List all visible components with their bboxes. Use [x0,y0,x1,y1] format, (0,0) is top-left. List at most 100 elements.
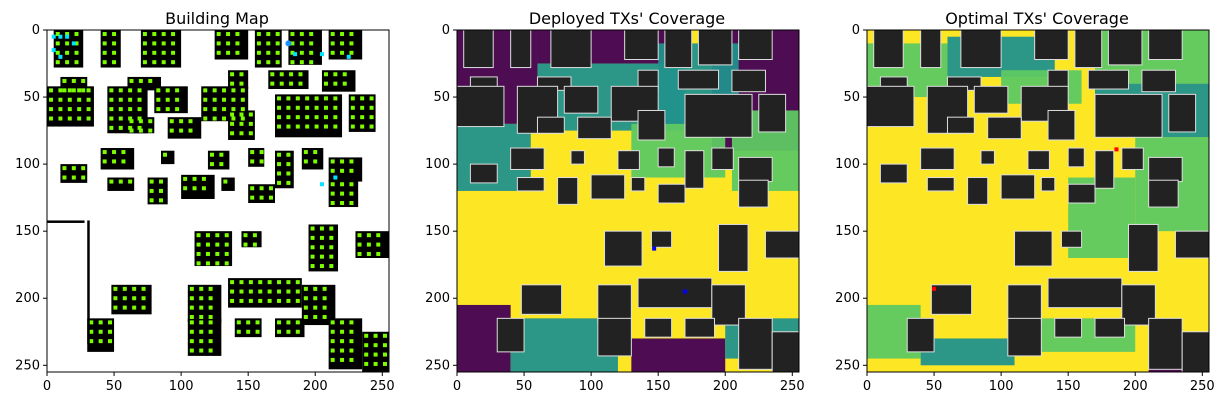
x-tick-label: 50 [106,379,123,394]
y-tick-label: 200 [425,291,450,306]
x-tick-label: 100 [579,379,604,394]
grid-point [71,175,76,180]
building [926,177,955,192]
building [920,147,955,170]
building [47,86,94,127]
grid-point [357,242,362,247]
grid-point [74,41,79,46]
grid-point [369,105,374,110]
grid-point [149,198,154,203]
x-tick-label: 50 [516,379,533,394]
building [321,70,356,92]
grid-point [152,32,157,37]
optimal-coverage-panel: Optimal TXs' Coverage 0 50 100 150 200 250 0 5… [835,9,1215,394]
grid-point [256,32,261,37]
deployed-coverage-plot [456,29,800,373]
cyan-marker [65,34,70,39]
grid-point [98,329,103,334]
x-tick-label: 250 [370,379,395,394]
grid-point [122,286,127,291]
building [1060,230,1083,248]
grid-point [165,97,170,102]
cyan-marker [58,54,63,59]
grid-point [199,286,204,291]
grid-point [303,315,308,320]
grid-point [299,50,304,55]
building [496,317,525,353]
grid-point [256,41,261,46]
x-tick-label: 50 [926,379,943,394]
grid-point [212,116,217,121]
grid-point [319,235,324,240]
grid-point [74,32,79,37]
grid-point [137,125,142,130]
grid-point [215,261,220,266]
grid-point [246,320,251,325]
grid-point [102,150,107,155]
grid-point [349,348,354,353]
building [520,284,563,315]
grid-point [322,286,327,291]
grid-point [65,41,70,46]
grid-point [86,88,91,93]
grid-point [340,348,345,353]
building [1148,317,1183,370]
building [228,278,302,308]
building [1087,69,1130,90]
grid-point [349,191,354,196]
grid-point [333,72,338,77]
building [1007,284,1042,323]
grid-point [340,41,345,46]
grid-point [226,50,231,55]
building [147,177,168,205]
grid-point [118,107,123,112]
grid-point [137,116,142,121]
grid-point [203,88,208,93]
grid-point [267,280,272,285]
grid-point [290,60,295,65]
grid-point [71,88,76,93]
grid-point [248,131,253,136]
building [1107,29,1143,66]
grid-point [128,107,133,112]
grid-point [108,329,113,334]
grid-point [252,233,257,238]
grid-point [122,296,127,301]
grid-point [275,50,280,55]
building [268,70,309,90]
grid-point [148,128,153,133]
grid-point [340,329,345,334]
grid-point [226,41,231,46]
grid-point [196,242,201,247]
y-tick-label: 200 [15,291,40,306]
grid-point [340,191,345,196]
grid-point [303,305,308,310]
grid-point [373,352,378,357]
building [557,177,579,205]
grid-point [366,233,371,238]
grid-point [161,41,166,46]
grid-point [212,88,217,93]
grid-point [49,116,54,121]
grid-point [159,179,163,184]
building [644,317,673,338]
grid-point [203,97,208,102]
grid-point [239,81,244,86]
grid-point [360,105,365,110]
building [577,116,612,140]
building [1168,93,1197,133]
building [234,318,262,338]
grid-point [175,88,180,93]
grid-point [373,343,378,348]
grid-point [286,124,291,129]
x-axis-ticks: 0 50 100 150 200 250 [453,372,805,394]
grid-point [65,32,70,37]
grid-point [102,159,107,164]
grid-point [199,320,204,325]
grid-point [152,60,157,65]
building [590,174,626,200]
grid-point [310,264,315,269]
grid-point [118,88,123,93]
grid-point [366,251,371,256]
grid-point [67,116,72,121]
